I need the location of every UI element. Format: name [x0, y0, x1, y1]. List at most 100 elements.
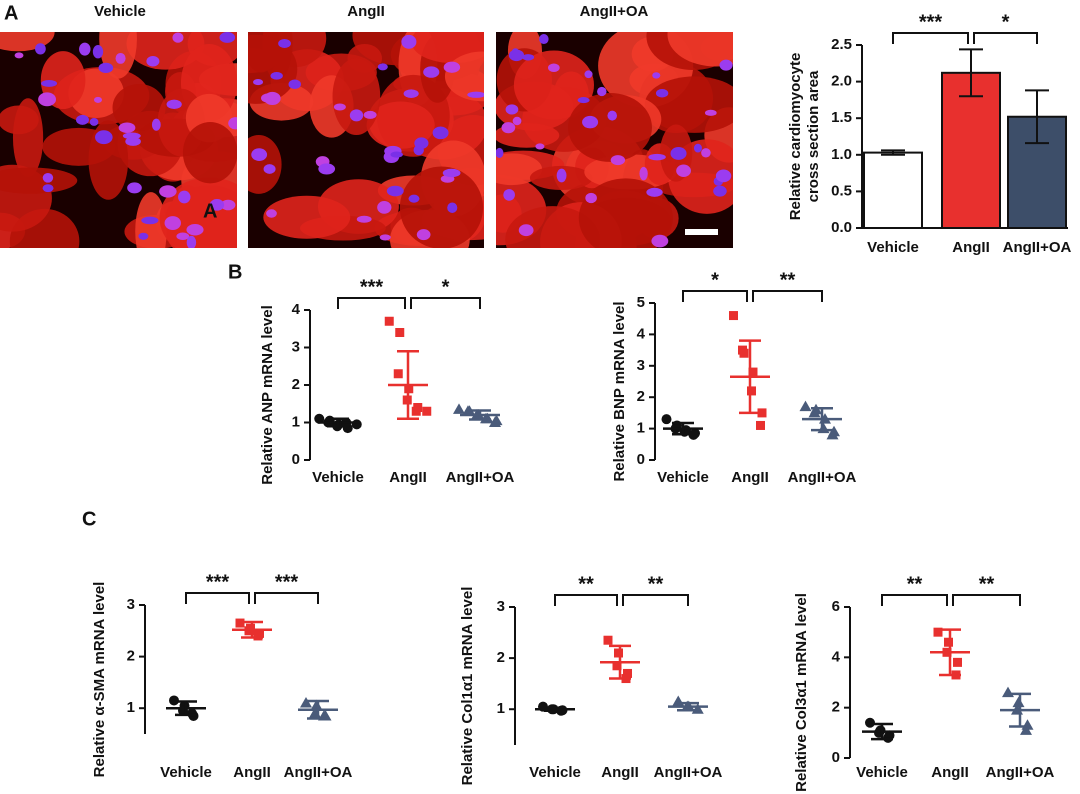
- sd-bar: [609, 644, 631, 680]
- micrograph: [248, 32, 484, 248]
- point: [1002, 686, 1014, 698]
- significance-label: *: [711, 269, 719, 291]
- nucleus: [670, 147, 687, 160]
- significance-label: **: [780, 269, 796, 291]
- point: [933, 627, 943, 637]
- scale-bar: [685, 229, 718, 235]
- significance-bracket: [185, 592, 250, 604]
- nucleus: [535, 143, 545, 150]
- sd-bar: [1009, 692, 1031, 728]
- significance-label: *: [442, 276, 450, 298]
- x-tick-label: Vehicle: [856, 764, 908, 781]
- nucleus: [704, 109, 717, 116]
- nucleus: [42, 184, 54, 193]
- y-tick-label: 2.5: [831, 36, 852, 53]
- nucleus: [414, 137, 429, 149]
- sd-bar: [469, 409, 491, 421]
- nucleus: [363, 110, 377, 119]
- nucleus: [118, 122, 136, 133]
- nucleus: [41, 80, 58, 87]
- significance-label: **: [578, 573, 594, 595]
- micrograph: [496, 32, 733, 248]
- significance-bracket: [973, 32, 1038, 44]
- nucleus: [386, 185, 404, 197]
- x-tick-label: AngII+OA: [1003, 239, 1072, 256]
- y-tick-label: 1: [637, 420, 645, 437]
- cell: [513, 50, 595, 120]
- panel-label: C: [82, 508, 96, 530]
- nucleus: [333, 103, 346, 111]
- nucleus: [607, 110, 618, 121]
- sd-bar: [175, 700, 197, 717]
- y-tick-label: 0: [292, 451, 300, 468]
- nucleus: [522, 54, 535, 61]
- x-tick-label: AngII+OA: [788, 469, 857, 486]
- cell: [126, 32, 205, 70]
- nucleus: [151, 118, 161, 131]
- y-tick-label: 0: [832, 749, 840, 766]
- nucleus: [263, 164, 276, 174]
- y-tick-label: 1: [292, 413, 300, 430]
- nucleus: [186, 235, 197, 248]
- cell: [399, 166, 484, 248]
- nucleus: [503, 189, 515, 201]
- significance-label: ***: [275, 571, 299, 593]
- nucleus: [377, 200, 392, 214]
- significance-bracket: [892, 32, 969, 44]
- point: [747, 386, 756, 396]
- nucleus: [209, 198, 225, 211]
- point: [1012, 696, 1025, 708]
- y-tick-label: 4: [637, 325, 646, 342]
- nucleus: [261, 93, 276, 103]
- nucleus: [511, 48, 520, 59]
- point: [253, 631, 263, 641]
- nucleus: [75, 114, 89, 125]
- significance-bracket: [622, 594, 689, 606]
- point: [614, 648, 623, 658]
- bar: [941, 71, 1001, 230]
- point: [826, 428, 839, 440]
- significance-bracket: [554, 594, 618, 606]
- x-tick-label: AngII+OA: [284, 764, 353, 781]
- nucleus: [693, 143, 702, 153]
- nucleus: [219, 32, 236, 43]
- nucleus: [676, 164, 691, 178]
- sd-bar: [397, 350, 419, 420]
- nucleus: [648, 153, 666, 161]
- error-bar: [1025, 89, 1049, 145]
- nucleus: [356, 215, 372, 223]
- sd-bar: [544, 706, 566, 713]
- y-tick-label: 2.0: [831, 73, 852, 90]
- x-tick-label: AngII+OA: [654, 764, 723, 781]
- panel-label: B: [228, 261, 242, 283]
- y-tick-label: 2: [832, 699, 840, 716]
- nucleus: [166, 99, 182, 110]
- sd-bar: [811, 406, 833, 432]
- y-tick-label: 6: [832, 598, 840, 615]
- nucleus: [251, 148, 268, 161]
- cell: [366, 101, 435, 149]
- point: [799, 400, 812, 412]
- nucleus: [79, 42, 91, 56]
- point: [453, 403, 465, 414]
- nucleus: [122, 132, 141, 140]
- nucleus: [349, 109, 364, 122]
- cell: [0, 167, 78, 194]
- x-tick-label: AngII: [731, 469, 769, 486]
- cell: [332, 58, 381, 136]
- significance-bracket: [881, 594, 948, 606]
- point: [808, 406, 821, 418]
- y-tick-label: 4: [292, 301, 301, 318]
- nucleus: [512, 116, 522, 126]
- x-tick-label: AngII: [389, 469, 427, 486]
- nucleus: [42, 172, 54, 183]
- nucleus: [408, 194, 420, 203]
- nucleus: [125, 137, 141, 146]
- y-tick-label: 1.0: [831, 146, 852, 163]
- nucleus: [178, 190, 191, 204]
- image-overlay-label: A: [203, 200, 217, 222]
- nucleus: [713, 185, 727, 197]
- bar: [863, 151, 923, 230]
- nucleus: [432, 126, 449, 140]
